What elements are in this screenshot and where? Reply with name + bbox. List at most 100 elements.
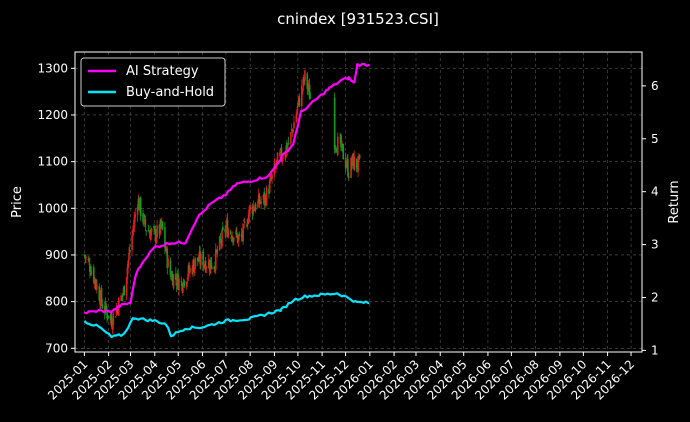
- candle-body: [336, 136, 339, 156]
- candle-body: [90, 270, 93, 275]
- candle-body: [105, 305, 108, 311]
- candle-body: [269, 175, 272, 180]
- candle-body: [94, 279, 97, 285]
- candle-body: [150, 228, 153, 232]
- y-left-tick-label: 1100: [37, 155, 68, 169]
- candle-body: [128, 252, 130, 261]
- candle-body: [358, 154, 361, 159]
- candle-body: [136, 207, 139, 216]
- candle-body: [114, 316, 117, 318]
- chart-title: cnindex [931523.CSI]: [277, 10, 439, 28]
- candle-body: [355, 158, 358, 168]
- candle-body: [306, 73, 309, 89]
- candle-body: [258, 196, 261, 204]
- candle-body: [219, 238, 222, 241]
- candle-body: [226, 219, 229, 237]
- candle-body: [92, 267, 95, 283]
- candle-body: [227, 229, 230, 238]
- candle-body: [290, 132, 292, 144]
- candle-body: [153, 225, 155, 229]
- candle-body: [175, 283, 178, 286]
- candle-body: [246, 223, 248, 227]
- candle-body: [309, 96, 312, 99]
- candle-body: [286, 145, 289, 150]
- candle-body: [127, 260, 129, 269]
- candle-body: [296, 109, 298, 113]
- candle-body: [115, 308, 118, 315]
- y-right-tick-label: 1: [651, 343, 659, 357]
- candle-body: [193, 265, 196, 274]
- candle-body: [344, 157, 347, 168]
- candle-body: [100, 288, 103, 303]
- candle-body: [205, 267, 208, 269]
- candle-body: [98, 286, 101, 301]
- candle-body: [304, 70, 306, 81]
- candle-body: [144, 218, 147, 228]
- candle-body: [106, 311, 108, 318]
- legend-box: [80, 57, 226, 107]
- candle-body: [110, 313, 112, 320]
- candle-body: [189, 267, 191, 273]
- candle-body: [83, 254, 86, 256]
- candle-body: [243, 222, 246, 224]
- candle-body: [202, 251, 205, 268]
- candle-body: [284, 154, 287, 160]
- buy-and-hold-line: [83, 292, 370, 339]
- candle-body: [347, 158, 349, 177]
- y-right-tick-label: 4: [651, 185, 659, 199]
- candle-body: [334, 146, 337, 148]
- candle-body: [87, 259, 90, 261]
- candle-body: [268, 179, 271, 193]
- candle-body: [308, 85, 311, 100]
- y-left-tick-label: 900: [45, 248, 68, 262]
- candle-body: [214, 248, 217, 270]
- candle-body: [180, 280, 183, 282]
- candle-body: [357, 156, 359, 172]
- candle-body: [247, 223, 249, 225]
- candle-body: [247, 214, 250, 224]
- candle-body: [295, 113, 298, 123]
- candle-body: [236, 232, 238, 235]
- candle-body: [347, 175, 350, 178]
- candle-body: [120, 295, 122, 301]
- candle-body: [169, 260, 172, 275]
- candle-body: [143, 214, 146, 217]
- candle-body: [235, 230, 237, 235]
- candle-body: [128, 249, 131, 252]
- candle-body: [287, 142, 290, 145]
- y-left-tick-label: 1000: [37, 201, 68, 215]
- legend: AI Strategy Buy-and-Hold: [80, 57, 226, 107]
- candle-body: [112, 313, 115, 325]
- candle-body: [139, 197, 142, 217]
- candle-body: [281, 158, 284, 163]
- candle-body: [257, 200, 259, 208]
- candle-body: [155, 238, 158, 244]
- candle-body: [186, 282, 188, 288]
- y-right-tick-label: 2: [651, 291, 659, 305]
- candle-body: [125, 277, 128, 297]
- candle-body: [292, 129, 294, 132]
- candle-body: [150, 231, 152, 241]
- plot-frame: [74, 51, 643, 353]
- candle-body: [167, 258, 169, 268]
- candle-body: [126, 267, 129, 279]
- candle-body: [175, 273, 177, 280]
- candle-body: [211, 267, 213, 269]
- candle-body: [280, 147, 283, 160]
- candle-body: [172, 274, 175, 289]
- candle-body: [121, 296, 123, 298]
- candle-body: [96, 284, 98, 290]
- candle-body: [218, 236, 221, 250]
- candle-body: [147, 230, 150, 232]
- candle-body: [293, 122, 295, 129]
- legend-label-buy-and-hold: Buy-and-Hold: [126, 85, 214, 100]
- candle-body: [210, 257, 212, 268]
- candle-body: [265, 187, 268, 206]
- candle-body: [342, 144, 345, 160]
- candle-body: [133, 216, 136, 227]
- legend-label-ai-strategy: AI Strategy: [126, 64, 199, 79]
- candle-body: [229, 231, 232, 234]
- y-right-tick-label: 5: [651, 132, 659, 146]
- candle-body: [110, 317, 113, 328]
- candle-body: [166, 248, 169, 269]
